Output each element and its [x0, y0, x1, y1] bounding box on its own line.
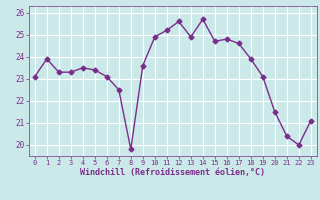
X-axis label: Windchill (Refroidissement éolien,°C): Windchill (Refroidissement éolien,°C) — [80, 168, 265, 177]
